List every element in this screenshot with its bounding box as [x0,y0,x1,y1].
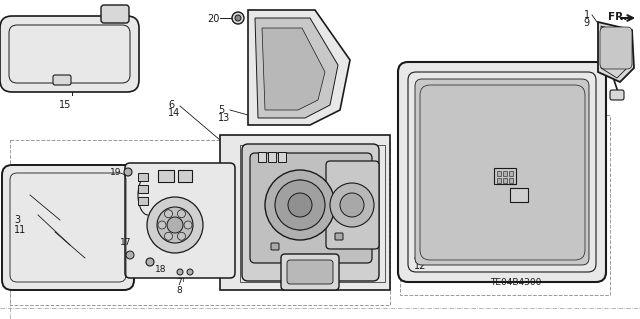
FancyBboxPatch shape [242,144,379,281]
FancyBboxPatch shape [287,260,333,284]
Text: 18: 18 [155,265,166,274]
Text: 20: 20 [207,14,220,24]
Bar [278,152,286,162]
FancyBboxPatch shape [2,165,134,290]
Circle shape [278,190,287,200]
Text: 6: 6 [168,100,174,110]
Circle shape [312,190,323,200]
Bar [503,178,507,183]
FancyBboxPatch shape [415,79,589,265]
Text: 8: 8 [176,286,182,295]
Text: 2: 2 [308,260,314,270]
Circle shape [177,269,183,275]
FancyBboxPatch shape [53,75,71,85]
Text: 11: 11 [14,225,26,235]
Text: 16: 16 [278,235,289,244]
FancyBboxPatch shape [420,85,585,260]
Circle shape [147,197,203,253]
Text: TE04B4300: TE04B4300 [490,278,541,287]
Circle shape [158,221,166,229]
Text: 7: 7 [176,278,182,287]
Text: 9: 9 [584,18,590,28]
FancyBboxPatch shape [101,5,129,23]
FancyBboxPatch shape [335,233,343,240]
Circle shape [177,210,186,218]
Circle shape [340,193,364,217]
Bar [138,197,148,205]
Bar [497,178,501,183]
Bar [178,170,192,182]
FancyBboxPatch shape [610,90,624,100]
Circle shape [146,258,154,266]
Circle shape [184,221,192,229]
Circle shape [295,180,305,190]
Polygon shape [255,18,338,118]
Text: 15: 15 [59,100,71,110]
FancyBboxPatch shape [398,62,606,282]
Text: 10: 10 [308,268,320,278]
Bar [494,168,516,184]
Circle shape [330,183,374,227]
FancyBboxPatch shape [271,243,279,250]
Circle shape [275,180,325,230]
Bar [497,171,501,176]
Bar [258,152,266,162]
Text: 4: 4 [414,253,420,263]
FancyBboxPatch shape [600,27,632,69]
Circle shape [187,269,193,275]
Text: 5: 5 [218,105,224,115]
Bar [138,173,148,181]
Text: 12: 12 [414,261,426,271]
Circle shape [124,168,132,176]
Polygon shape [262,28,325,110]
FancyBboxPatch shape [250,153,372,263]
FancyBboxPatch shape [281,254,339,290]
Circle shape [126,251,134,259]
Polygon shape [248,10,350,125]
Text: 13: 13 [218,113,230,123]
Polygon shape [598,22,634,82]
Text: 16: 16 [340,225,351,234]
Circle shape [288,193,312,217]
Text: 17: 17 [308,218,319,227]
Text: 3: 3 [14,215,20,225]
FancyBboxPatch shape [326,161,379,249]
Text: 17: 17 [120,238,131,247]
Bar [158,170,174,182]
Circle shape [167,217,183,233]
Bar [510,188,528,202]
Bar [509,171,513,176]
Circle shape [265,170,335,240]
Circle shape [278,210,287,220]
Text: 1: 1 [584,10,590,20]
Bar [268,152,276,162]
Text: 19: 19 [110,168,122,177]
FancyBboxPatch shape [125,163,235,278]
Text: FR.: FR. [608,12,627,22]
Bar [503,171,507,176]
Circle shape [157,207,193,243]
Circle shape [232,12,244,24]
Polygon shape [601,26,630,78]
Polygon shape [220,135,390,290]
Circle shape [235,15,241,21]
Circle shape [164,232,173,240]
FancyBboxPatch shape [0,16,139,92]
Circle shape [312,210,323,220]
Bar [138,185,148,193]
Circle shape [177,232,186,240]
Text: 14: 14 [168,108,180,118]
Bar [509,178,513,183]
Circle shape [295,220,305,230]
Text: 17: 17 [487,188,499,197]
Circle shape [164,210,173,218]
